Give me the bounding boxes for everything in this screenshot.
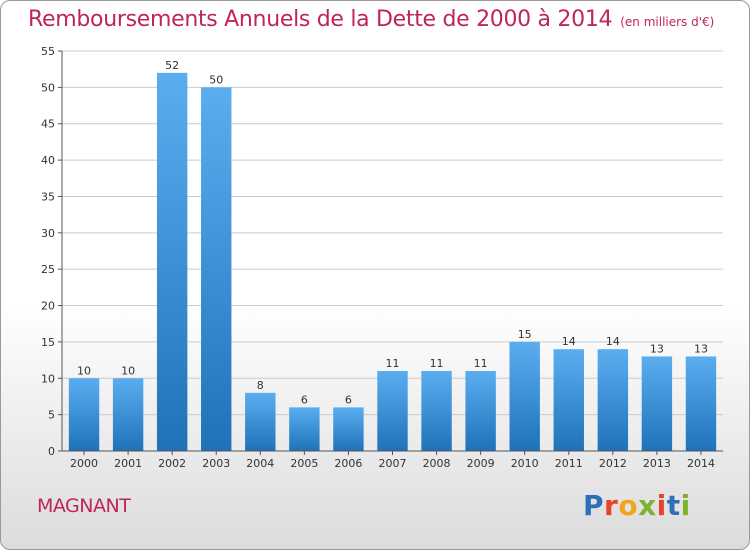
y-tick-label: 35 (41, 190, 55, 203)
x-tick-label: 2002 (158, 457, 186, 470)
bar (421, 371, 452, 451)
data-label: 6 (345, 393, 352, 406)
data-label: 50 (209, 73, 223, 86)
x-tick-label: 2014 (687, 457, 715, 470)
y-tick-label: 15 (41, 336, 55, 349)
data-label: 11 (430, 357, 444, 370)
commune-name: MAGNANT (37, 495, 131, 517)
bar (245, 392, 276, 451)
data-label: 52 (165, 59, 179, 72)
data-label: 13 (650, 342, 664, 355)
data-label: 11 (386, 357, 400, 370)
y-tick-label: 25 (41, 263, 55, 276)
logo-letter: P (583, 489, 605, 522)
x-tick-label: 2009 (467, 457, 495, 470)
logo-letter: t (666, 489, 681, 522)
logo-letter: r (604, 489, 619, 522)
data-label: 13 (694, 342, 708, 355)
bar (465, 371, 496, 451)
y-tick-label: 5 (48, 409, 55, 422)
axes: 0 5 10 15 20 25 30 35 40 45 50 55 2000 2001 2002 2003 20… (41, 45, 723, 470)
bar (597, 349, 629, 451)
y-tick-label: 50 (41, 81, 55, 94)
y-tick-label: 0 (48, 445, 55, 458)
x-tick-label: 2007 (379, 457, 407, 470)
y-tick-label: 20 (41, 300, 55, 313)
bar (156, 72, 188, 452)
bar (641, 356, 673, 451)
chart-title: Remboursements Annuels de la Dette de 20… (28, 7, 714, 32)
x-tick-label: 2010 (511, 457, 539, 470)
bar (553, 349, 584, 451)
x-tick-label: 2006 (334, 457, 362, 470)
x-tick-label: 2013 (643, 457, 671, 470)
bar (509, 341, 540, 451)
data-label: 6 (301, 393, 308, 406)
y-tick-label: 10 (41, 372, 55, 385)
y-tick-label: 55 (41, 45, 55, 58)
x-tick-label: 2008 (423, 457, 451, 470)
x-tick-label: 2000 (70, 457, 98, 470)
y-tick-label: 30 (41, 227, 55, 240)
data-label: 11 (474, 357, 488, 370)
logo-letter: o (618, 489, 639, 522)
x-tick-label: 2004 (246, 457, 274, 470)
data-label: 14 (606, 335, 620, 348)
x-tick-label: 2011 (555, 457, 583, 470)
bar (333, 407, 364, 451)
x-tick-label: 2001 (114, 457, 142, 470)
bar (68, 378, 100, 451)
y-tick-label: 40 (41, 154, 55, 167)
data-label: 8 (257, 379, 264, 392)
logo-letter: i (680, 489, 691, 522)
title-text: Remboursements Annuels de la Dette de 20… (28, 7, 613, 32)
bar (112, 378, 144, 451)
proxiti-logo: Proxiti (583, 489, 691, 522)
bar (685, 356, 717, 451)
x-tick-label: 2005 (290, 457, 318, 470)
data-label: 14 (562, 335, 576, 348)
y-tick-label: 45 (41, 118, 55, 131)
bar (201, 87, 232, 451)
logo-letter: x (638, 489, 657, 522)
bar (289, 407, 320, 451)
x-tick-label: 2012 (599, 457, 627, 470)
data-label: 10 (121, 364, 135, 377)
bar (377, 371, 408, 451)
bars: 10 10 52 50 8 6 6 11 11 11 15 14 14 13 13 (68, 59, 717, 452)
title-unit: (en milliers d'€) (620, 15, 715, 29)
data-label: 10 (77, 364, 91, 377)
logo-letter: i (656, 489, 667, 522)
x-tick-label: 2003 (202, 457, 230, 470)
data-label: 15 (518, 328, 532, 341)
